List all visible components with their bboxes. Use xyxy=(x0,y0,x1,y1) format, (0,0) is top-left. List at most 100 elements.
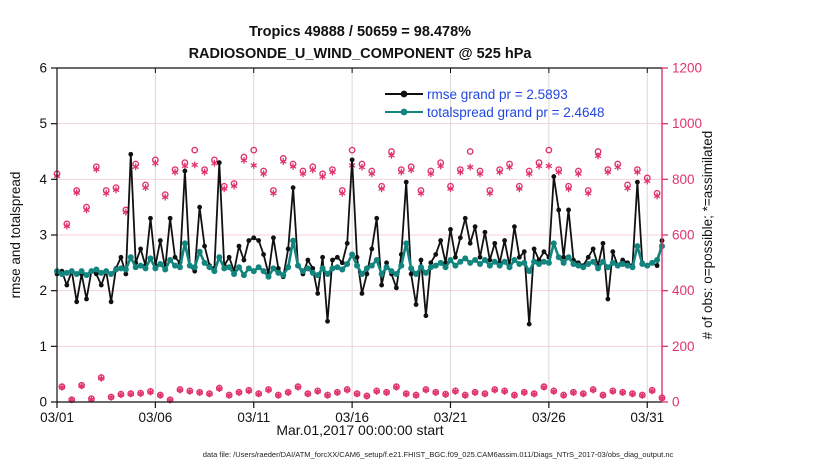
totalspread-point xyxy=(457,258,464,265)
rmse-point xyxy=(393,285,399,291)
assimilated-obs-marker xyxy=(555,168,562,176)
rmse-point xyxy=(216,160,222,166)
assimilated-obs-marker xyxy=(407,166,415,174)
right-y-tick-label: 400 xyxy=(672,283,695,298)
assimilated-obs-marker xyxy=(83,206,90,214)
totalspread-point xyxy=(142,265,149,272)
totalspread-point xyxy=(103,268,110,275)
assimilated-obs-marker xyxy=(368,170,376,178)
totalspread-point xyxy=(604,264,611,271)
datafile-path: data file: /Users/raeder/DAI/ATM_forcXX/… xyxy=(203,450,674,459)
rmse-point xyxy=(167,215,173,221)
assimilated-obs-marker xyxy=(560,391,567,399)
rmse-point xyxy=(516,254,522,260)
totalspread-point xyxy=(280,272,287,279)
totalspread-point xyxy=(299,268,306,275)
totalspread-point xyxy=(624,262,631,269)
assimilated-obs-marker xyxy=(304,390,312,398)
totalspread-line xyxy=(56,239,664,279)
totalspread-point xyxy=(481,257,488,264)
assimilated-obs-marker xyxy=(299,170,307,178)
assimilated-obs-marker xyxy=(235,389,243,396)
assimilated-obs-marker xyxy=(491,386,499,394)
assimilated-obs-marker xyxy=(220,185,228,193)
totalspread-point xyxy=(93,266,100,273)
rmse-point xyxy=(226,254,232,260)
x-tick-label: 03/21 xyxy=(434,410,468,425)
assimilated-obs-marker xyxy=(289,163,297,170)
assimilated-obs-marker xyxy=(540,383,548,391)
rmse-point xyxy=(236,243,242,249)
assimilated-obs-marker xyxy=(284,389,292,396)
totalspread-point xyxy=(383,264,390,271)
assimilated-obs-marker xyxy=(525,170,533,178)
assimilated-obs-marker xyxy=(619,389,626,396)
totalspread-point xyxy=(314,272,321,279)
totalspread-point xyxy=(550,240,557,247)
rmse-point xyxy=(271,235,276,241)
totalspread-point xyxy=(585,260,592,267)
assimilated-obs-marker xyxy=(186,388,194,395)
totalspread-point xyxy=(639,260,646,267)
totalspread-point xyxy=(570,260,577,267)
assimilated-obs-marker xyxy=(565,185,572,193)
assimilated-obs-marker xyxy=(506,163,513,171)
totalspread-point xyxy=(413,270,420,277)
assimilated-obs-marker xyxy=(181,162,189,170)
totalspread-point xyxy=(422,269,429,276)
totalspread-point xyxy=(78,268,85,275)
assimilated-obs-marker xyxy=(643,177,651,185)
totalspread-point xyxy=(368,262,375,269)
assimilated-obs-marker xyxy=(589,386,597,394)
totalspread-point xyxy=(614,262,621,269)
assimilated-obs-marker xyxy=(319,173,326,180)
rmse-point xyxy=(285,246,291,252)
totalspread-point xyxy=(442,264,449,271)
x-tick-label: 03/01 xyxy=(40,410,74,425)
totalspread-point xyxy=(191,264,198,271)
assimilated-obs-marker xyxy=(432,389,440,396)
totalspread-point xyxy=(477,260,484,267)
rmse-point xyxy=(320,254,326,260)
rmse-point xyxy=(438,238,444,243)
totalspread-point xyxy=(147,255,154,262)
assimilated-obs-marker xyxy=(97,374,105,382)
assimilated-obs-marker xyxy=(225,391,233,399)
left-y-tick-label: 6 xyxy=(39,61,47,76)
rmse-point xyxy=(428,260,434,266)
assimilated-obs-marker xyxy=(511,391,518,399)
assimilated-obs-marker xyxy=(211,159,218,167)
axis-tick-labels: 0 1 2 3 4 5 6 0 200 400 600 800 1000 1200 03/01 03/06 03… xyxy=(39,61,702,426)
rmse-point xyxy=(93,271,99,277)
rmse-point xyxy=(418,257,424,263)
rmse-point xyxy=(315,291,321,296)
totalspread-point xyxy=(575,262,582,269)
totalspread-point xyxy=(447,257,454,264)
assimilated-obs-marker xyxy=(575,170,582,178)
rmse-point xyxy=(408,271,414,277)
rmse-point xyxy=(148,215,153,221)
left-y-axis-label: rmse and totalspread xyxy=(8,172,23,299)
totalspread-point xyxy=(319,265,326,272)
x-tick-label: 03/31 xyxy=(630,410,664,425)
totalspread-point xyxy=(250,268,257,275)
rmse-point xyxy=(610,249,616,255)
assimilated-obs-marker xyxy=(191,161,198,169)
totalspread-point xyxy=(398,262,405,269)
assimilated-obs-marker xyxy=(206,390,213,398)
totalspread-point xyxy=(452,262,459,269)
rmse-point xyxy=(138,246,144,252)
assimilated-obs-marker xyxy=(388,151,395,159)
totalspread-point xyxy=(290,237,297,244)
assimilated-obs-marker xyxy=(294,383,302,391)
assimilated-obs-marker xyxy=(476,170,484,178)
assimilated-obs-marker xyxy=(137,390,144,398)
rmse-point xyxy=(502,238,508,243)
assimilated-obs-marker xyxy=(230,182,238,190)
totalspread-point xyxy=(599,258,606,265)
totalspread-point xyxy=(344,260,351,267)
assimilated-obs-marker xyxy=(329,168,336,176)
assimilated-obs-marker xyxy=(535,162,543,170)
totalspread-point xyxy=(472,257,479,264)
assimilated-obs-marker xyxy=(614,163,622,171)
